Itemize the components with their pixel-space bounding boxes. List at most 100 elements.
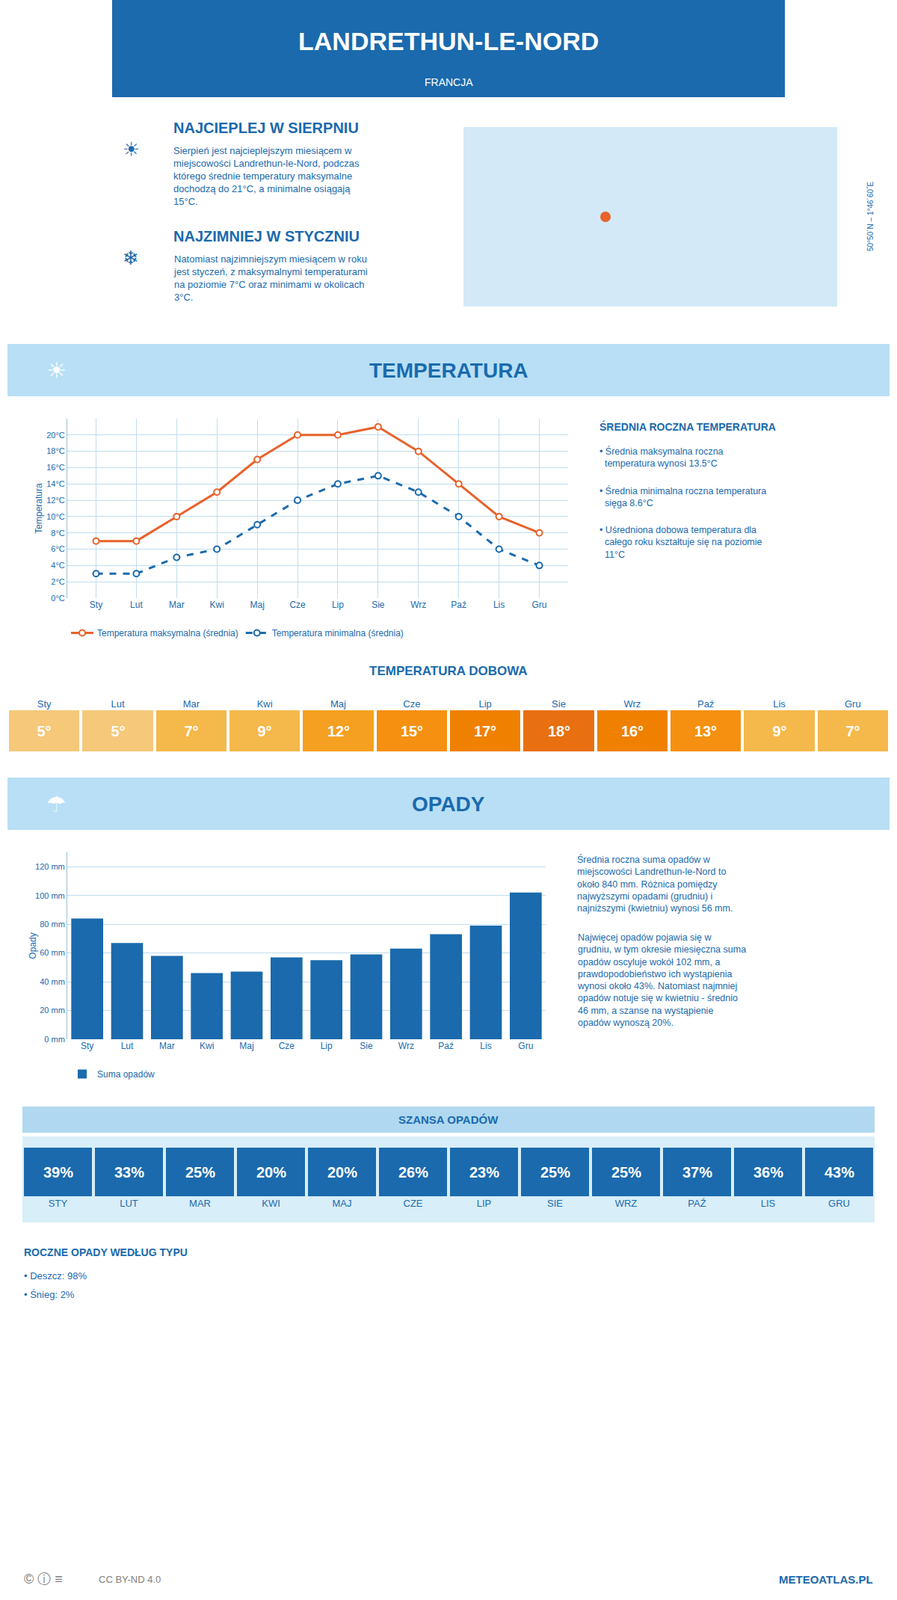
svg-text:☀: ☀ (122, 138, 140, 161)
svg-text:13°: 13° (694, 722, 717, 740)
svg-text:Opady: Opady (27, 932, 39, 959)
svg-text:• Uśredniona dobowa temperatur: • Uśredniona dobowa temperatura dla całe… (599, 524, 763, 560)
svg-text:Lip: Lip (320, 1040, 333, 1051)
svg-text:39%: 39% (43, 1163, 74, 1181)
svg-text:120 mm: 120 mm (35, 861, 66, 871)
svg-text:Lis: Lis (772, 698, 786, 710)
svg-text:CC BY-ND 4.0: CC BY-ND 4.0 (98, 1573, 161, 1585)
svg-text:Wrz: Wrz (623, 698, 641, 710)
svg-text:Kwi: Kwi (257, 698, 273, 710)
svg-text:7°: 7° (183, 722, 199, 740)
svg-text:9°: 9° (257, 722, 272, 740)
svg-text:☂: ☂ (46, 791, 67, 817)
svg-text:15°: 15° (400, 722, 424, 740)
svg-text:LIP: LIP (476, 1197, 492, 1209)
svg-text:KWI: KWI (261, 1197, 281, 1209)
svg-text:16°C: 16°C (46, 462, 66, 472)
svg-text:Średnia roczna suma opadów wmi: Średnia roczna suma opadów wmiejscowości… (577, 853, 733, 914)
svg-text:9°: 9° (772, 722, 787, 740)
svg-text:Lis: Lis (493, 599, 505, 610)
svg-text:17°: 17° (473, 722, 497, 740)
svg-text:ŚREDNIA ROCZNA TEMPERATURA: ŚREDNIA ROCZNA TEMPERATURA (599, 420, 776, 433)
svg-text:0 mm: 0 mm (44, 1034, 66, 1044)
svg-text:Sie: Sie (359, 1040, 374, 1051)
svg-text:• Deszcz: 98%: • Deszcz: 98% (23, 1270, 87, 1282)
svg-text:Lut: Lut (121, 1040, 134, 1051)
svg-text:Paź: Paź (697, 698, 714, 710)
svg-text:23%: 23% (469, 1163, 500, 1181)
svg-text:• Średnia maksymalna roczna t: • Średnia maksymalna roczna temperatura … (599, 445, 724, 469)
svg-text:Gru: Gru (531, 599, 547, 610)
svg-text:7°: 7° (845, 722, 860, 740)
svg-text:25%: 25% (185, 1163, 216, 1181)
svg-text:Kwi: Kwi (199, 1040, 214, 1051)
svg-text:STY: STY (48, 1197, 69, 1209)
svg-text:FRANCJA: FRANCJA (424, 76, 474, 89)
svg-text:50°50´N – 1°46´60˝E: 50°50´N – 1°46´60˝E (866, 181, 875, 252)
svg-text:Sty: Sty (80, 1040, 94, 1051)
svg-text:GRU: GRU (828, 1197, 850, 1209)
svg-text:ROCZNE OPADY WEDŁUG TYPU: ROCZNE OPADY WEDŁUG TYPU (23, 1246, 188, 1259)
svg-text:Temperatura minimalna (średnia: Temperatura minimalna (średnia) (272, 627, 404, 639)
svg-text:Paź: Paź (450, 599, 467, 610)
svg-text:10°C: 10°C (46, 512, 66, 522)
svg-text:0°C: 0°C (50, 593, 66, 603)
svg-text:14°C: 14°C (46, 479, 66, 489)
svg-text:Cze: Cze (278, 1040, 296, 1051)
svg-text:Gru: Gru (518, 1040, 533, 1051)
svg-text:☀: ☀ (46, 358, 67, 383)
svg-text:LANDRETHUN-LE-NORD: LANDRETHUN-LE-NORD (298, 26, 599, 56)
svg-text:Cze: Cze (289, 599, 306, 610)
svg-text:Cze: Cze (402, 698, 421, 710)
svg-text:25%: 25% (540, 1163, 571, 1181)
svg-text:Wrz: Wrz (410, 599, 427, 610)
svg-text:25%: 25% (611, 1163, 642, 1181)
svg-text:36%: 36% (753, 1163, 784, 1181)
svg-text:Maj: Maj (239, 1040, 254, 1051)
svg-text:Sie: Sie (551, 698, 566, 710)
svg-text:Maj: Maj (330, 698, 347, 710)
svg-text:100 mm: 100 mm (35, 891, 66, 900)
svg-text:20 mm: 20 mm (39, 1005, 66, 1015)
svg-text:Najwięcej opadów pojawia się w: Najwięcej opadów pojawia się wgrudniu, w… (577, 932, 747, 1028)
svg-text:NAJCIEPLEJ W SIERPNIU: NAJCIEPLEJ W SIERPNIU (173, 119, 359, 137)
svg-text:Mar: Mar (168, 599, 185, 610)
svg-text:Natomiast najzimniejszym miesi: Natomiast najzimniejszym miesiącem w rok… (173, 253, 368, 303)
svg-text:Sie: Sie (371, 599, 385, 610)
svg-text:LUT: LUT (119, 1197, 139, 1209)
svg-text:Paź: Paź (438, 1040, 454, 1051)
svg-text:Wrz: Wrz (398, 1040, 415, 1051)
svg-text:12°C: 12°C (46, 495, 66, 505)
svg-text:43%: 43% (824, 1163, 855, 1181)
svg-text:5°: 5° (36, 722, 51, 740)
svg-text:Suma opadów: Suma opadów (97, 1068, 155, 1080)
svg-text:Maj: Maj (249, 599, 264, 610)
svg-text:PAŹ: PAŹ (687, 1197, 706, 1209)
svg-text:CZE: CZE (403, 1197, 424, 1209)
svg-text:NAJZIMNIEJ W STYCZNIU: NAJZIMNIEJ W STYCZNIU (173, 227, 360, 245)
svg-text:80 mm: 80 mm (39, 919, 66, 929)
svg-text:Sty: Sty (37, 698, 52, 710)
svg-text:MAR: MAR (189, 1197, 211, 1209)
svg-text:Lis: Lis (479, 1040, 492, 1051)
svg-text:8°C: 8°C (50, 528, 66, 538)
svg-text:Lut: Lut (110, 698, 125, 710)
svg-text:6°C: 6°C (50, 544, 66, 554)
svg-text:5°: 5° (110, 722, 125, 740)
svg-text:LIS: LIS (760, 1197, 776, 1209)
svg-text:Temperatura maksymalna (średni: Temperatura maksymalna (średnia) (97, 627, 239, 639)
svg-text:Temperatura: Temperatura (33, 482, 45, 534)
svg-text:20°C: 20°C (46, 430, 66, 440)
svg-text:Lip: Lip (478, 698, 492, 710)
svg-text:Mar: Mar (183, 698, 201, 710)
svg-text:TEMPERATURA: TEMPERATURA (369, 358, 529, 382)
svg-text:SIE: SIE (547, 1197, 563, 1209)
svg-text:33%: 33% (114, 1163, 145, 1181)
svg-text:60 mm: 60 mm (39, 947, 66, 957)
svg-text:37%: 37% (682, 1163, 713, 1181)
svg-text:26%: 26% (398, 1163, 429, 1181)
svg-text:Lut: Lut (130, 599, 143, 610)
svg-text:20%: 20% (256, 1163, 287, 1181)
svg-text:• Śnieg: 2%: • Śnieg: 2% (23, 1288, 75, 1300)
svg-text:TEMPERATURA DOBOWA: TEMPERATURA DOBOWA (369, 663, 528, 678)
